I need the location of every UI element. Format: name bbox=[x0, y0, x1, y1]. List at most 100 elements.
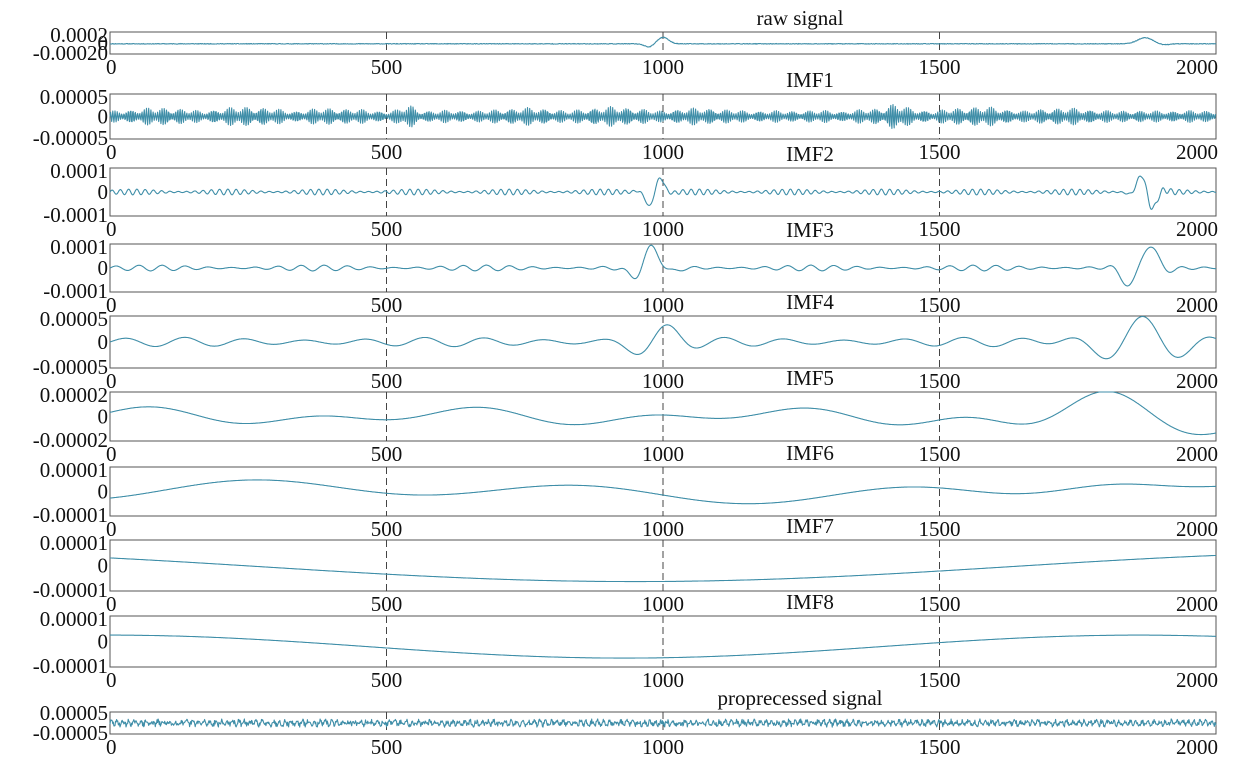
x-tick-label: 0 bbox=[106, 442, 117, 466]
y-tick-label: -0.00005 bbox=[33, 126, 108, 150]
x-tick-label: 2000 bbox=[1176, 668, 1218, 692]
y-tick-label: 0.00002 bbox=[40, 383, 108, 407]
signal-trace bbox=[109, 718, 1217, 728]
x-tick-label: 2000 bbox=[1176, 442, 1218, 466]
signal-trace bbox=[109, 244, 1216, 287]
x-tick-label: 500 bbox=[371, 369, 403, 393]
x-tick-label: 2000 bbox=[1176, 293, 1218, 317]
signal-trace bbox=[109, 315, 1217, 360]
x-tick-label: 0 bbox=[106, 140, 117, 164]
y-tick-label: 0 bbox=[98, 31, 109, 55]
y-tick-label: 0 bbox=[98, 405, 109, 429]
signal-trace bbox=[110, 36, 1217, 48]
signal-trace bbox=[109, 175, 1217, 210]
x-tick-label: 1000 bbox=[642, 735, 684, 759]
y-tick-label: 0 bbox=[98, 180, 109, 204]
x-tick-label: 1500 bbox=[919, 442, 961, 466]
x-tick-label: 1500 bbox=[919, 369, 961, 393]
y-tick-label: -0.00001 bbox=[33, 503, 108, 527]
x-tick-label: 2000 bbox=[1176, 217, 1218, 241]
x-tick-label: 1000 bbox=[642, 293, 684, 317]
x-tick-label: 500 bbox=[371, 735, 403, 759]
x-tick-label: 1000 bbox=[642, 369, 684, 393]
x-tick-label: 2000 bbox=[1176, 140, 1218, 164]
panel-title: IMF4 bbox=[786, 290, 834, 314]
y-tick-label: -0.00005 bbox=[33, 355, 108, 379]
panel-title: IMF7 bbox=[786, 514, 834, 538]
x-tick-label: 1500 bbox=[919, 517, 961, 541]
y-tick-label: 0 bbox=[98, 330, 109, 354]
x-tick-label: 1000 bbox=[642, 668, 684, 692]
x-tick-label: 2000 bbox=[1176, 369, 1218, 393]
x-tick-label: 2000 bbox=[1176, 735, 1218, 759]
x-tick-label: 0 bbox=[106, 293, 117, 317]
x-tick-label: 1000 bbox=[642, 140, 684, 164]
panel-title: proprecessed signal bbox=[717, 686, 882, 710]
signal-trace bbox=[109, 391, 1217, 436]
x-tick-label: 500 bbox=[371, 55, 403, 79]
y-tick-label: 0.00005 bbox=[40, 85, 108, 109]
y-tick-label: 0 bbox=[98, 256, 109, 280]
x-tick-label: 500 bbox=[371, 442, 403, 466]
x-tick-label: 500 bbox=[371, 293, 403, 317]
x-tick-label: 2000 bbox=[1176, 517, 1218, 541]
x-tick-label: 2000 bbox=[1176, 55, 1218, 79]
x-tick-label: 2000 bbox=[1176, 592, 1218, 616]
y-tick-label: 0.00005 bbox=[40, 307, 108, 331]
signal-trace bbox=[109, 103, 1216, 129]
x-tick-label: 1500 bbox=[919, 217, 961, 241]
x-tick-label: 1000 bbox=[642, 442, 684, 466]
x-tick-label: 0 bbox=[106, 55, 117, 79]
signal-trace bbox=[109, 479, 1216, 505]
x-tick-label: 0 bbox=[106, 217, 117, 241]
y-tick-label: 0 bbox=[98, 630, 109, 654]
x-tick-label: 0 bbox=[106, 517, 117, 541]
y-tick-label: 0.0001 bbox=[50, 235, 108, 259]
x-tick-label: 0 bbox=[106, 592, 117, 616]
y-tick-label: 0.0001 bbox=[50, 159, 108, 183]
x-tick-label: 1500 bbox=[919, 668, 961, 692]
x-tick-label: 1000 bbox=[642, 55, 684, 79]
y-tick-label: -0.00001 bbox=[33, 578, 108, 602]
x-tick-label: 500 bbox=[371, 592, 403, 616]
x-tick-label: 1500 bbox=[919, 735, 961, 759]
y-tick-label: -0.00001 bbox=[33, 654, 108, 678]
x-tick-label: 1500 bbox=[919, 592, 961, 616]
y-tick-label: -0.0001 bbox=[43, 203, 108, 227]
y-tick-label: 0 bbox=[98, 554, 109, 578]
x-tick-label: 1000 bbox=[642, 592, 684, 616]
x-tick-label: 1000 bbox=[642, 217, 684, 241]
y-tick-label: 0.00001 bbox=[40, 458, 108, 482]
x-tick-label: 0 bbox=[106, 369, 117, 393]
y-tick-label: -0.00020 bbox=[33, 41, 108, 65]
y-tick-label: -0.00005 bbox=[33, 721, 108, 745]
y-tick-label: 0.00001 bbox=[40, 531, 108, 555]
x-tick-label: 500 bbox=[371, 668, 403, 692]
x-tick-label: 0 bbox=[106, 735, 117, 759]
signal-trace bbox=[110, 634, 1216, 659]
x-tick-label: 500 bbox=[371, 217, 403, 241]
x-tick-label: 1500 bbox=[919, 55, 961, 79]
x-tick-label: 1500 bbox=[919, 293, 961, 317]
x-tick-label: 1500 bbox=[919, 140, 961, 164]
x-tick-label: 1000 bbox=[642, 517, 684, 541]
y-tick-label: 0 bbox=[98, 480, 109, 504]
panel-title: IMF8 bbox=[786, 590, 834, 614]
x-tick-label: 500 bbox=[371, 140, 403, 164]
signal-trace bbox=[109, 554, 1217, 583]
panel-title: IMF5 bbox=[786, 366, 834, 390]
x-tick-label: 0 bbox=[106, 668, 117, 692]
panel-title: IMF6 bbox=[786, 441, 834, 465]
y-tick-label: 0.0002 bbox=[50, 23, 108, 47]
